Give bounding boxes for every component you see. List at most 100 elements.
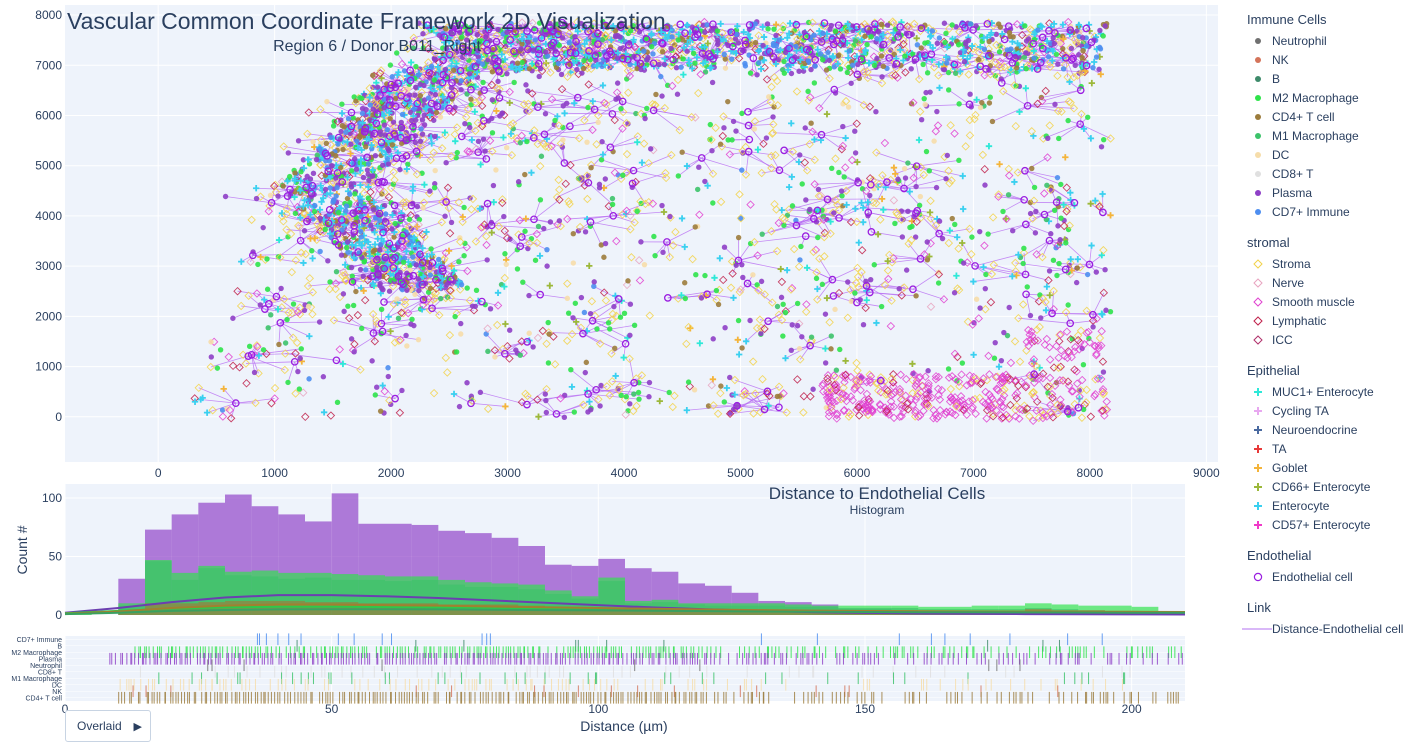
plasma-marker [591,279,597,285]
dc-marker [415,336,422,343]
distance-link [818,182,859,190]
plasma-marker [208,354,215,360]
plasma-marker [310,170,317,177]
dc-marker [750,272,756,278]
distance-link [915,58,944,70]
distance-link [834,77,860,90]
distance-link [785,345,811,359]
distance-link [527,90,578,99]
m2-macrophage-marker [607,326,613,332]
m2-macrophage-marker [631,322,638,328]
stroma-marker [607,377,617,386]
smooth-muscle-marker [485,136,495,145]
distance-link [821,123,857,136]
distance-link [590,298,619,314]
cd4-t-cell-marker [588,165,594,171]
m2-macrophage-marker [330,123,337,129]
distance-link [1024,170,1061,185]
m2-macrophage-marker [350,302,357,309]
scatter-plot-area[interactable] [65,5,1218,462]
distance-link [590,221,631,230]
plasma-marker [260,224,266,231]
m2-macrophage-marker [794,300,801,307]
dc-marker [641,261,648,268]
distance-link [742,152,780,171]
m2-macrophage-marker [1065,302,1071,308]
distance-link [1058,123,1081,139]
distance-link [747,101,772,113]
plasma-marker [536,73,542,80]
m2-macrophage-marker [571,409,577,415]
plasma-marker [627,332,633,338]
smooth-muscle-marker [465,147,474,156]
plasma-marker [778,294,785,301]
plasma-marker [360,273,366,279]
distance-link [544,129,593,135]
distance-link [477,132,493,153]
distance-link [445,187,449,203]
m2-macrophage-marker [852,290,858,296]
stroma-marker [739,390,748,400]
m2-macrophage-marker [781,70,788,76]
plasma-marker [222,193,229,200]
distance-link [431,299,434,309]
cd7-immune-marker [306,376,312,382]
plasma-marker [597,403,603,409]
lymphatic-marker [517,397,527,407]
dc-marker [931,138,937,144]
dc-marker [584,139,590,145]
dc-marker [458,331,464,337]
plasma-marker [578,294,585,301]
distance-link [814,59,830,79]
m2-macrophage-marker [682,295,689,302]
distance-link [754,235,806,243]
dc-marker [526,330,532,336]
lymphatic-marker [759,139,768,149]
plasma-marker [504,70,510,77]
plasma-marker [727,374,733,381]
smooth-muscle-marker [939,295,949,304]
stroma-marker [1038,252,1047,262]
plasma-marker [475,138,482,145]
distance-link [809,44,834,54]
m2-macrophage-marker [635,389,642,396]
m2-macrophage-marker [959,360,966,366]
m2-macrophage-marker [987,94,993,100]
distance-link [567,215,614,220]
m2-macrophage-marker [634,208,640,214]
distance-link [352,331,383,351]
m2-macrophage-marker [431,184,438,191]
distance-link [678,157,702,177]
distance-link [1024,157,1048,172]
m1-macrophage-marker [905,160,911,166]
plasma-marker [462,120,468,127]
plasma-marker [763,135,770,141]
distance-link [1059,263,1090,265]
plasma-marker [794,323,801,329]
m2-macrophage-marker [782,309,789,316]
distance-link [743,394,765,410]
distance-link [613,211,665,217]
distance-link [395,86,404,92]
m1-macrophage-marker [535,223,542,230]
stroma-marker [1011,258,1020,268]
m1-macrophage-marker [1044,182,1050,188]
distance-link [998,194,1025,201]
distance-link [527,395,557,415]
plasma-marker [902,175,909,181]
m2-macrophage-marker [985,231,991,237]
distance-link [562,139,565,164]
plasma-marker [879,74,885,80]
distance-link [588,388,619,395]
m1-macrophage-marker [517,352,523,358]
distance-link [1067,202,1075,210]
m2-macrophage-marker [747,70,754,76]
m2-macrophage-marker [572,300,579,306]
distance-link [738,260,781,270]
plasma-marker [482,148,488,154]
distance-link [556,182,589,198]
distance-link [596,328,626,345]
m2-macrophage-marker [844,69,851,76]
m1-macrophage-marker [759,231,765,237]
